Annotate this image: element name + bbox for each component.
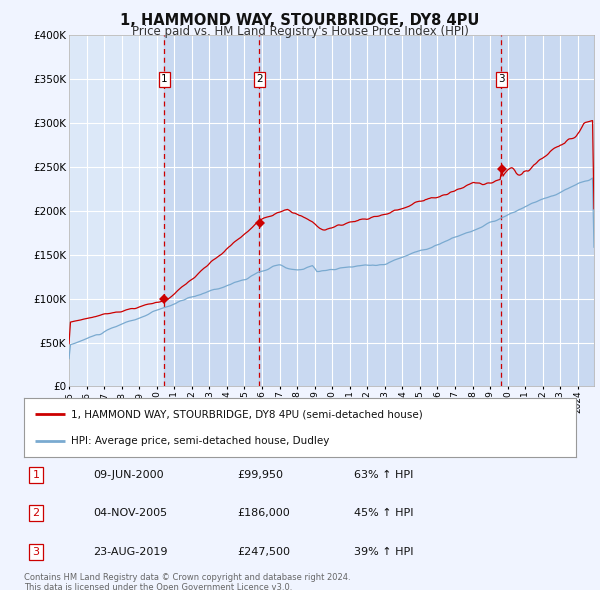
Text: Price paid vs. HM Land Registry's House Price Index (HPI): Price paid vs. HM Land Registry's House …: [131, 25, 469, 38]
Text: 3: 3: [32, 547, 40, 556]
Bar: [164, 35, 259, 386]
Text: 63% ↑ HPI: 63% ↑ HPI: [354, 470, 413, 480]
Text: HPI: Average price, semi-detached house, Dudley: HPI: Average price, semi-detached house,…: [71, 437, 329, 446]
Text: 2: 2: [32, 509, 40, 518]
Text: £247,500: £247,500: [237, 547, 290, 556]
Text: 1, HAMMOND WAY, STOURBRIDGE, DY8 4PU (semi-detached house): 1, HAMMOND WAY, STOURBRIDGE, DY8 4PU (se…: [71, 409, 422, 419]
Text: 09-JUN-2000: 09-JUN-2000: [93, 470, 164, 480]
Text: 39% ↑ HPI: 39% ↑ HPI: [354, 547, 413, 556]
Text: 2: 2: [256, 74, 263, 84]
Text: Contains HM Land Registry data © Crown copyright and database right 2024.: Contains HM Land Registry data © Crown c…: [24, 573, 350, 582]
Text: 3: 3: [498, 74, 505, 84]
Text: 45% ↑ HPI: 45% ↑ HPI: [354, 509, 413, 518]
Text: 1, HAMMOND WAY, STOURBRIDGE, DY8 4PU: 1, HAMMOND WAY, STOURBRIDGE, DY8 4PU: [121, 13, 479, 28]
Text: 04-NOV-2005: 04-NOV-2005: [93, 509, 167, 518]
Text: 1: 1: [161, 74, 168, 84]
Text: £99,950: £99,950: [237, 470, 283, 480]
Bar: [502, 35, 594, 386]
Bar: [259, 35, 502, 386]
Text: 1: 1: [32, 470, 40, 480]
Text: 23-AUG-2019: 23-AUG-2019: [93, 547, 167, 556]
Text: This data is licensed under the Open Government Licence v3.0.: This data is licensed under the Open Gov…: [24, 583, 292, 590]
Text: £186,000: £186,000: [237, 509, 290, 518]
